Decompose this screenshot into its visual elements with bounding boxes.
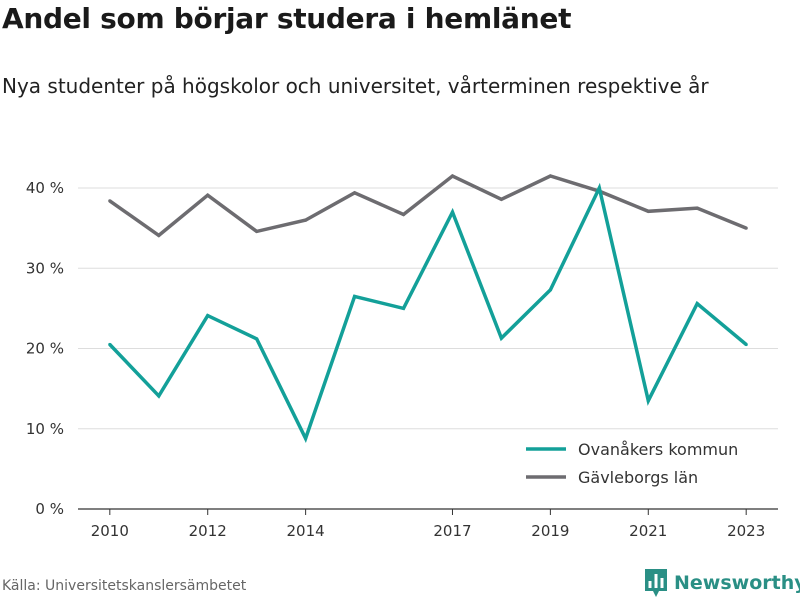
data-point [450, 210, 455, 214]
data-point [304, 436, 308, 440]
series-line-gavleborg [108, 173, 747, 238]
y-tick-label: 10 % [26, 420, 64, 438]
data-point [352, 191, 357, 195]
data-point [744, 342, 748, 347]
data-point [499, 197, 504, 201]
data-point [597, 186, 601, 190]
data-point [206, 193, 210, 197]
data-point [450, 174, 455, 178]
data-point [695, 206, 699, 210]
data-point [157, 233, 161, 237]
x-tick-label: 2019 [531, 522, 569, 540]
data-point [548, 174, 552, 178]
axes: 0 % 10 % 20 % 30 % 40 % 2010 2012 2014 2017 2019 2… [26, 179, 778, 540]
data-point [548, 288, 552, 292]
x-tick-label: 2023 [727, 522, 765, 540]
data-point [401, 306, 406, 310]
data-point [206, 314, 210, 318]
data-point [499, 336, 504, 340]
grid-lines [78, 187, 778, 430]
y-tick-label: 30 % [26, 259, 64, 277]
data-point [646, 399, 650, 403]
data-point [108, 342, 112, 347]
x-tick-label: 2010 [91, 522, 129, 540]
data-point [108, 199, 112, 203]
data-point [255, 337, 259, 341]
data-point [157, 394, 161, 398]
data-point [744, 226, 748, 230]
chart-subtitle: Nya studenter på högskolor och universit… [2, 74, 709, 98]
legend-label: Ovanåkers kommun [578, 440, 738, 459]
data-point [695, 301, 699, 306]
data-point [646, 209, 650, 213]
brand-logo: Newsworthy [644, 568, 800, 598]
y-tick-label: 0 % [35, 500, 64, 518]
bar-chart-logo-icon [645, 569, 667, 597]
series-line-ovanaker [108, 182, 748, 443]
x-tick-label: 2014 [287, 522, 325, 540]
y-tick-label: 20 % [26, 340, 64, 358]
chart-title: Andel som börjar studera i hemlänet [2, 2, 572, 35]
source-note: Källa: Universitetskanslersämbetet [2, 578, 247, 594]
data-point [352, 294, 357, 298]
data-point [401, 212, 406, 217]
data-point [255, 229, 259, 233]
x-tick-label: 2017 [433, 522, 471, 540]
y-tick-label: 40 % [26, 179, 64, 197]
legend-label: Gävleborgs län [578, 468, 698, 487]
legend: Ovanåkers kommun Gävleborgs län [526, 440, 738, 487]
series-lines [108, 173, 748, 443]
brand-name: Newsworthy [674, 572, 800, 594]
data-point [304, 218, 308, 222]
x-tick-label: 2012 [189, 522, 227, 540]
x-tick-label: 2021 [629, 522, 667, 540]
